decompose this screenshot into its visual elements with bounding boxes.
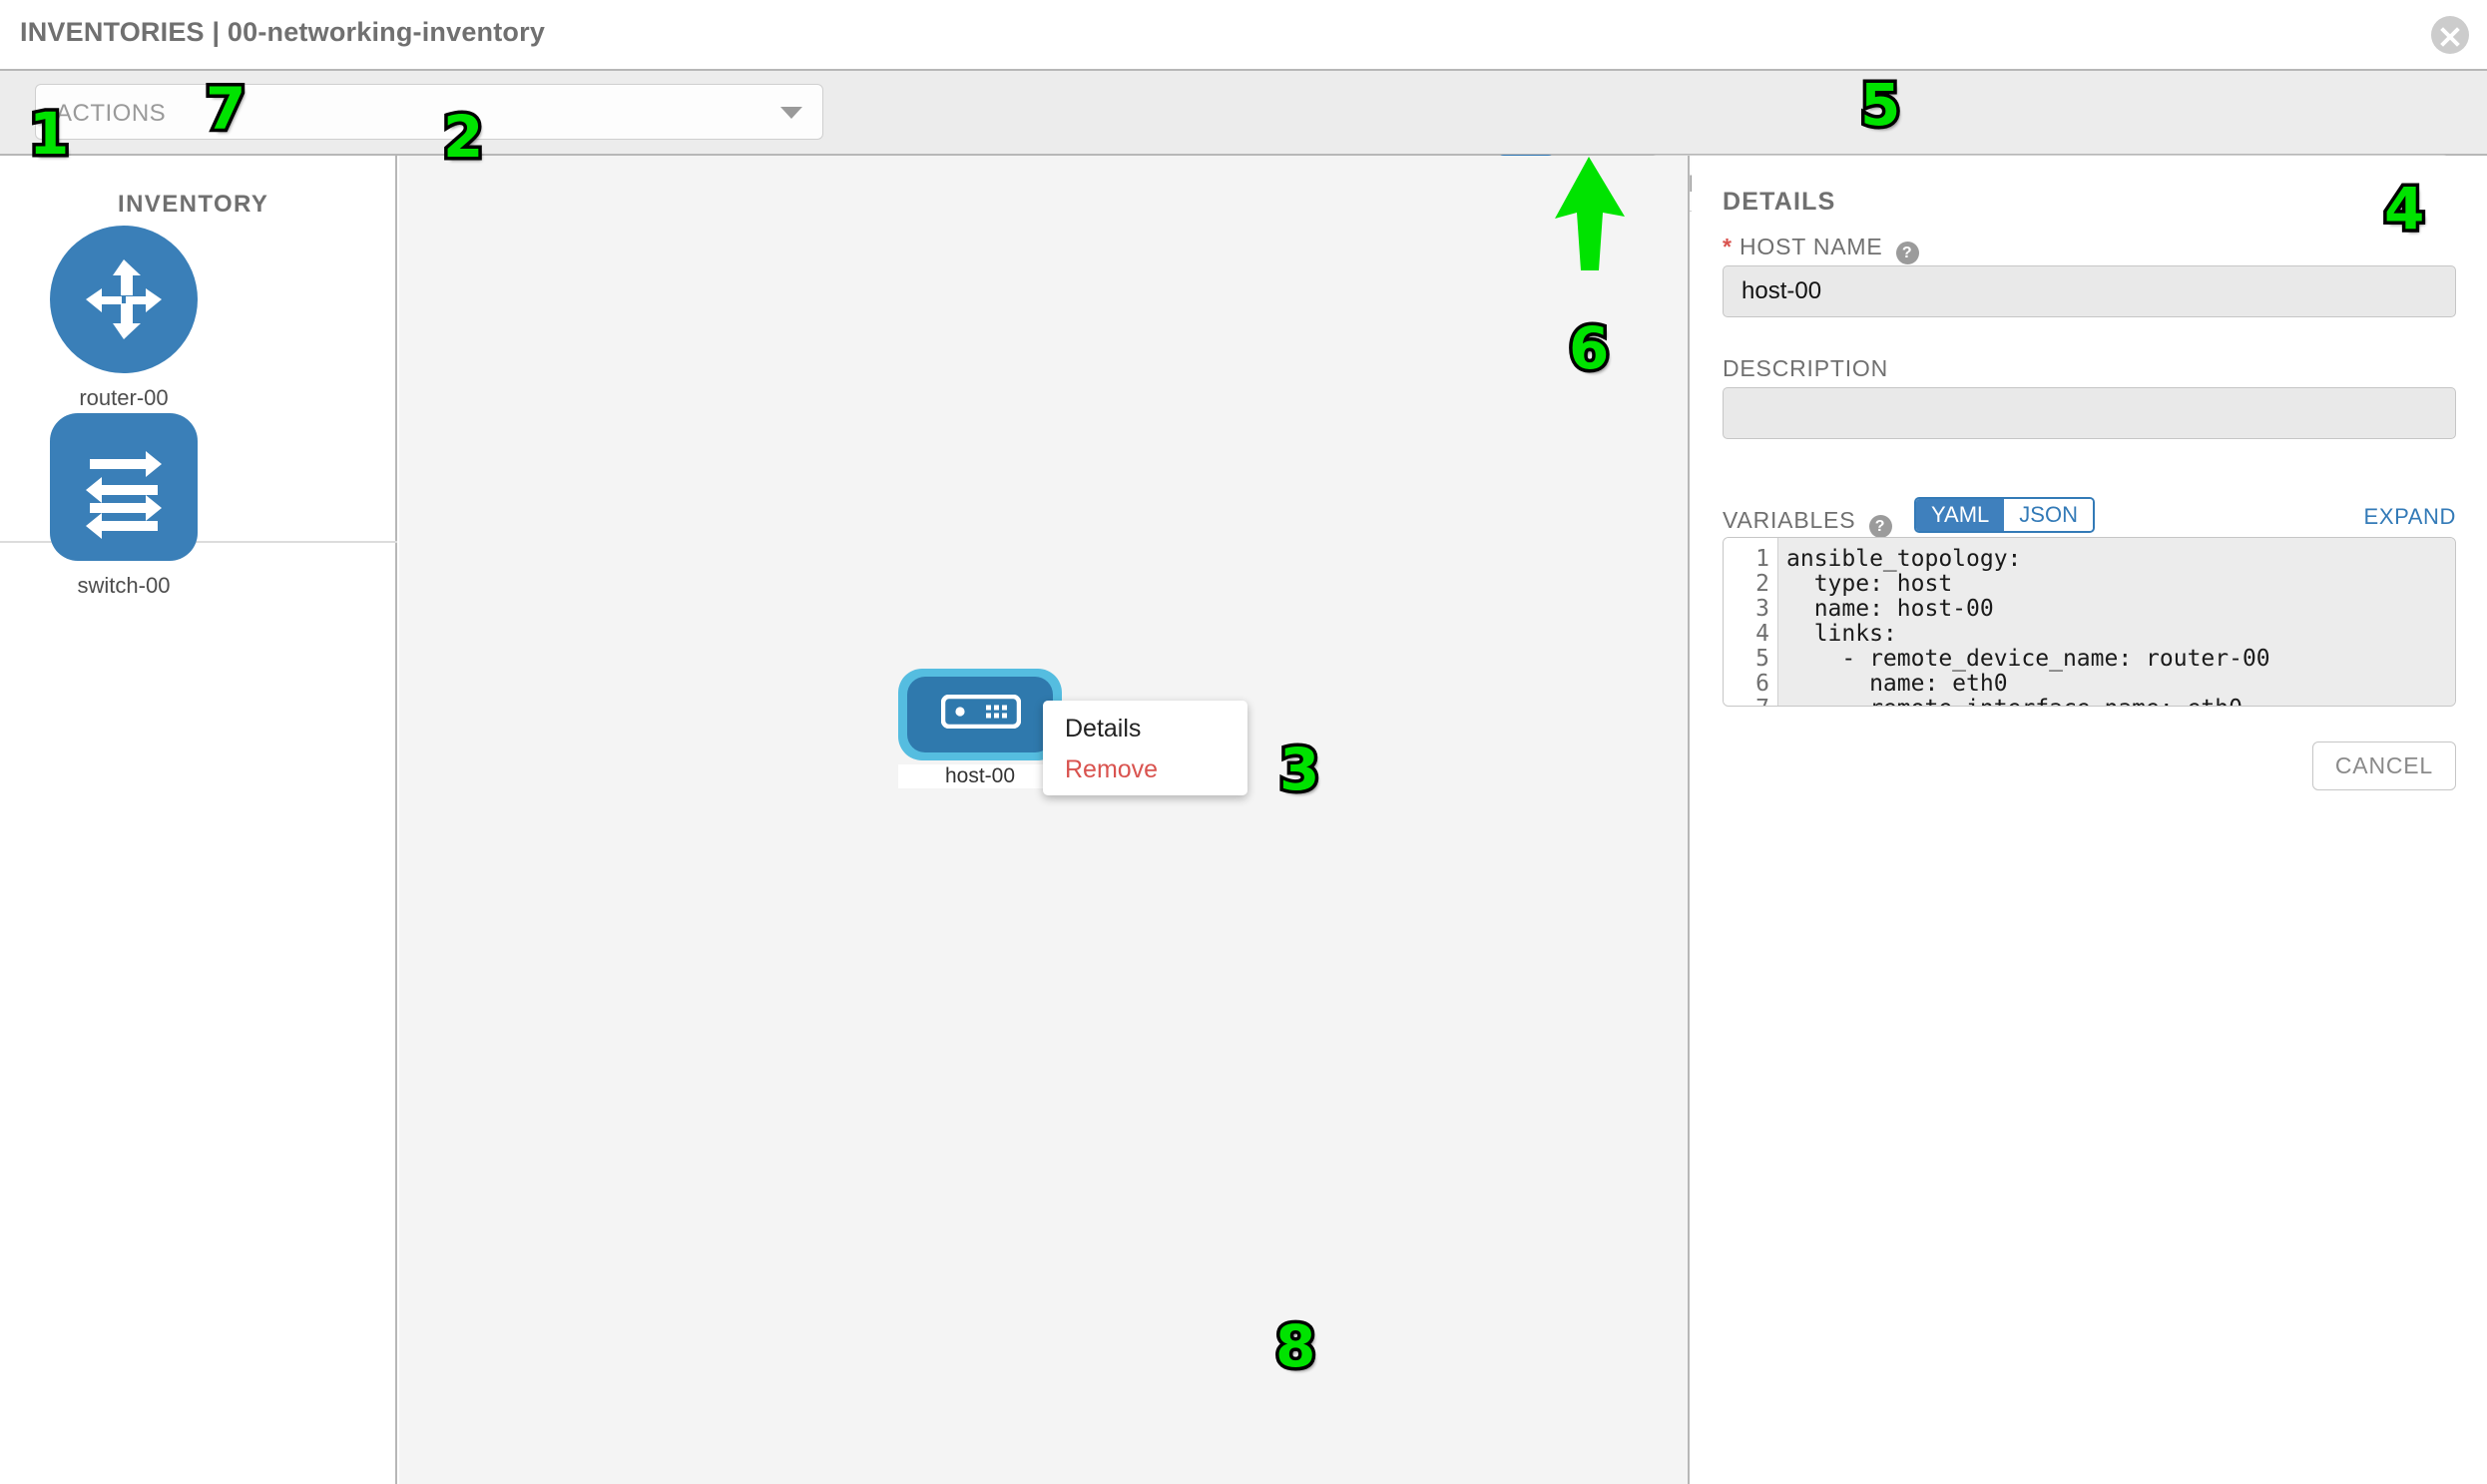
format-option-json[interactable]: JSON: [2004, 499, 2093, 531]
node-context-menu: Details Remove: [1043, 701, 1247, 795]
host-name-label-text: HOST NAME: [1739, 234, 1883, 259]
inventory-item-label: router-00: [79, 385, 169, 410]
host-name-field[interactable]: [1723, 265, 2456, 317]
line-number: 7: [1724, 697, 1777, 707]
line-number: 1: [1755, 546, 1769, 572]
line-number: 2: [1755, 571, 1769, 597]
code-line: name: host-00: [1786, 596, 1994, 622]
inventory-item-switch[interactable]: switch-00: [24, 413, 224, 599]
sidebar-divider: [0, 541, 397, 543]
expand-link[interactable]: EXPAND: [2363, 504, 2456, 529]
code-line: links:: [1786, 621, 1897, 647]
required-asterisk: *: [1723, 234, 1733, 259]
close-icon[interactable]: [2431, 16, 2469, 54]
line-number: 6: [1755, 671, 1769, 697]
window-titlebar: INVENTORIES | 00-networking-inventory: [0, 0, 2487, 71]
inventory-sidebar: INVENTORY router-00: [0, 156, 397, 1484]
help-icon[interactable]: ?: [1868, 515, 1892, 538]
node-label: host-00: [898, 764, 1062, 788]
details-title: DETAILS: [1723, 188, 1836, 216]
variables-format-toggle: YAML JSON: [1914, 497, 2095, 533]
cancel-button[interactable]: CANCEL: [2311, 742, 2456, 790]
actions-dropdown[interactable]: ACTIONS: [35, 84, 823, 140]
variables-label: VARIABLES ?: [1723, 507, 1892, 538]
context-menu-item-details[interactable]: Details: [1065, 715, 1142, 742]
switch-icon: [50, 413, 198, 561]
context-menu-item-remove[interactable]: Remove: [1065, 755, 1159, 783]
variables-code-editor[interactable]: 1 2 3 4 5 6 7 ansible_topology: type: ho…: [1723, 537, 2456, 707]
page-title: INVENTORIES | 00-networking-inventory: [20, 17, 546, 47]
variables-label-text: VARIABLES: [1723, 507, 1856, 533]
inventory-item-router[interactable]: router-00: [24, 226, 224, 411]
line-number: 5: [1755, 646, 1769, 672]
inventory-title: INVENTORY: [118, 191, 269, 218]
topology-node-host[interactable]: host-00: [898, 669, 1062, 800]
topology-toolbar: ACTIONS SEARCH: [0, 71, 2487, 213]
actions-dropdown-label: ACTIONS: [56, 100, 167, 127]
node-body: [907, 677, 1053, 752]
code-line-numbers: 1 2 3 4 5 6 7: [1724, 538, 1778, 706]
inventory-item-label: switch-00: [77, 573, 171, 598]
topology-canvas[interactable]: host-00 Details Remove 120%: [399, 156, 1690, 1484]
router-icon: [50, 226, 198, 373]
description-label: DESCRIPTION: [1723, 355, 1888, 381]
code-line: - remote_device_name: router-00: [1786, 646, 2270, 672]
details-panel: DETAILS * HOST NAME ? DESCRIPTION VARIAB…: [1692, 156, 2487, 1484]
chevron-down-icon: [780, 107, 802, 119]
code-line: ansible_topology:: [1786, 546, 2022, 572]
code-content[interactable]: ansible_topology: type: host name: host-…: [1778, 538, 2455, 706]
code-line: remote_interface_name: eth0: [1786, 697, 2455, 707]
server-device-icon: [940, 694, 1022, 734]
code-line: type: host: [1786, 571, 1953, 597]
format-option-yaml[interactable]: YAML: [1916, 499, 2005, 531]
line-number: 3: [1755, 596, 1769, 622]
code-line: name: eth0: [1786, 671, 2008, 697]
description-field[interactable]: [1723, 387, 2456, 439]
host-name-label: * HOST NAME ?: [1723, 234, 1919, 264]
help-icon[interactable]: ?: [1895, 242, 1919, 264]
line-number: 4: [1755, 621, 1769, 647]
